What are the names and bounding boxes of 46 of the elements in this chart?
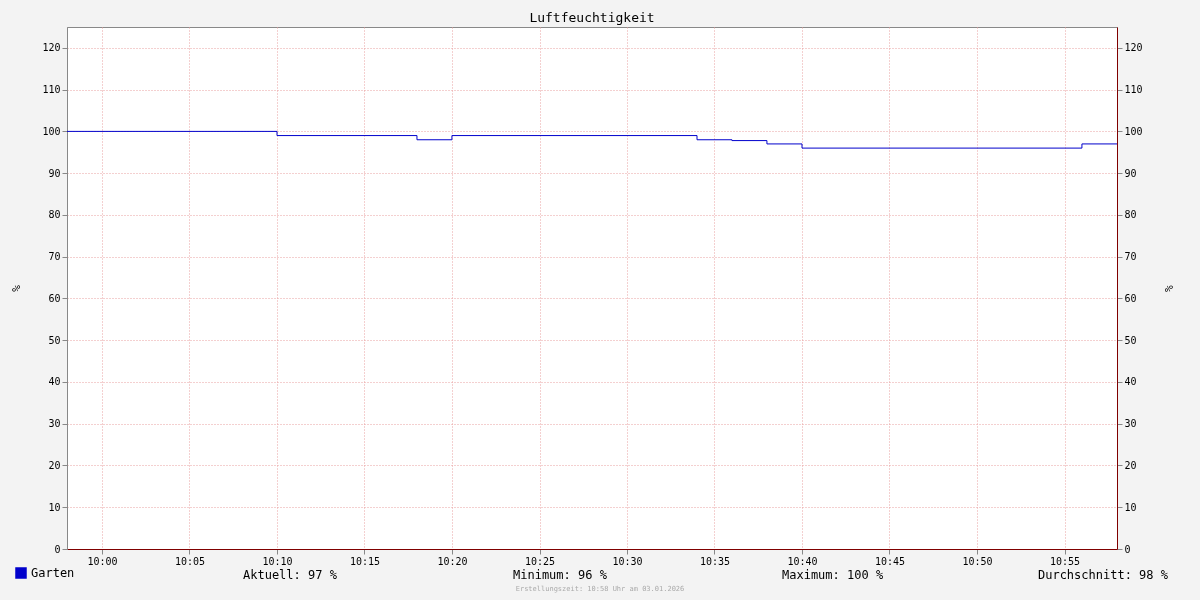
x-tick-label: 10:35 — [699, 555, 730, 567]
y-tick-label: 10 — [48, 501, 61, 513]
x-tick-label: 10:25 — [524, 555, 556, 567]
x-tick-label: 10:00 — [87, 555, 118, 567]
x-tick-label: 10:20 — [437, 555, 468, 567]
y2-tick-label: 50 — [1124, 334, 1137, 346]
x-tick-label: 10:05 — [174, 555, 205, 567]
x-tick-label: 10:50 — [962, 555, 993, 567]
y-tick-label: 120 — [42, 42, 61, 54]
y2-tick-label: 10 — [1124, 501, 1137, 513]
y-tick-label: 40 — [48, 376, 61, 388]
y-tick-label: 100 — [42, 125, 61, 137]
y2-tick-label: 100 — [1124, 125, 1143, 137]
y2-tick-label: 0 — [1124, 543, 1131, 555]
y-axis-title: % — [10, 284, 24, 292]
y-tick-label: 110 — [42, 84, 61, 96]
y2-tick-label: 20 — [1124, 459, 1137, 471]
y-tick-label: 90 — [48, 167, 61, 179]
y2-tick-label: 60 — [1124, 292, 1137, 304]
y2-tick-label: 120 — [1124, 42, 1143, 54]
x-tick-label: 10:15 — [349, 555, 381, 567]
x-tick-label: 10:30 — [612, 555, 643, 567]
text: Minimum: 96 % — [513, 568, 608, 582]
x-tick-label: 10:45 — [874, 555, 906, 567]
y-tick-label: 0 — [54, 543, 61, 555]
legend-label: Garten — [31, 566, 75, 580]
y2-tick-label: 30 — [1124, 418, 1137, 430]
text: Maximum: 100 % — [782, 568, 884, 582]
y-tick-label: 30 — [48, 418, 61, 430]
x-tick-label: 10:55 — [1049, 555, 1081, 567]
y-tick-label: 60 — [48, 292, 61, 304]
chart-title: Luftfeuchtigkeit — [529, 10, 655, 25]
y2-tick-label: 80 — [1124, 209, 1137, 221]
y2-tick-label: 110 — [1124, 84, 1143, 96]
y-tick-label: 70 — [48, 251, 61, 263]
x-tick-label: 10:10 — [262, 555, 293, 567]
y2-tick-label: 90 — [1124, 167, 1137, 179]
y-tick-label: 20 — [48, 459, 61, 471]
y2-tick-label: 40 — [1124, 376, 1137, 388]
y-tick-label: 50 — [48, 334, 61, 346]
y2-axis-title: % — [1161, 285, 1175, 293]
y2-tick-label: 70 — [1124, 251, 1137, 263]
y-tick-label: 80 — [48, 209, 61, 221]
x-tick-label: 10:40 — [787, 555, 818, 567]
text: Aktuell: 97 % — [243, 568, 338, 582]
text: Durchschnitt: 98 % — [1037, 568, 1169, 582]
